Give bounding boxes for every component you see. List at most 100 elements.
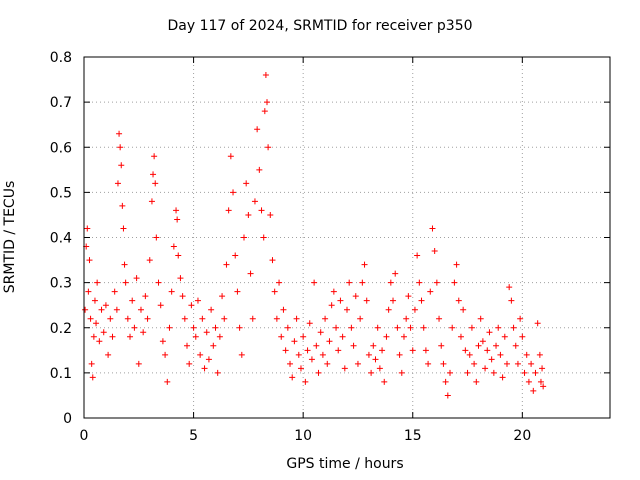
data-point <box>113 306 120 313</box>
data-point <box>155 279 162 286</box>
data-point <box>234 288 241 295</box>
data-point <box>297 365 304 372</box>
data-point <box>265 144 272 151</box>
data-point <box>287 360 294 367</box>
data-point <box>142 293 149 300</box>
data-point <box>486 329 493 336</box>
data-point <box>114 180 121 187</box>
data-point <box>519 333 526 340</box>
data-point <box>344 306 350 313</box>
data-point <box>411 306 418 313</box>
data-point <box>88 360 95 367</box>
data-point <box>354 360 361 367</box>
data-point <box>352 293 359 300</box>
y-tick-label: 0.8 <box>50 50 72 66</box>
data-point <box>490 369 497 376</box>
y-tick-label: 0.3 <box>50 276 72 292</box>
data-point <box>510 324 517 331</box>
data-point <box>484 347 491 354</box>
data-point <box>84 225 91 232</box>
data-point <box>407 324 414 331</box>
data-point <box>442 378 449 385</box>
data-point <box>447 369 454 376</box>
y-tick-label: 0.7 <box>50 95 72 111</box>
data-point <box>425 360 432 367</box>
data-point <box>118 162 125 169</box>
data-point <box>300 333 307 340</box>
data-point <box>177 275 184 282</box>
data-point <box>479 338 486 345</box>
data-point <box>205 356 212 363</box>
data-point <box>335 347 342 354</box>
data-point <box>420 324 427 331</box>
data-point <box>453 261 460 268</box>
data-point <box>464 369 471 376</box>
data-point <box>422 347 429 354</box>
data-point <box>153 234 160 241</box>
data-point <box>381 378 388 385</box>
data-point <box>396 351 403 358</box>
data-point <box>304 347 311 354</box>
data-point <box>333 324 340 331</box>
x-tick-label: 15 <box>404 428 422 444</box>
data-point <box>150 171 157 178</box>
data-point <box>212 324 219 331</box>
data-point <box>96 338 103 345</box>
data-point <box>86 257 93 264</box>
data-point <box>129 297 136 304</box>
data-point <box>188 302 195 309</box>
data-point <box>387 279 394 286</box>
x-tick-label: 5 <box>189 428 198 444</box>
data-point <box>390 297 397 304</box>
data-point <box>174 216 181 223</box>
data-point <box>536 351 543 358</box>
data-point <box>493 342 500 349</box>
data-point <box>379 347 386 354</box>
data-point <box>521 369 528 376</box>
data-point <box>455 297 462 304</box>
data-point <box>214 369 221 376</box>
data-point <box>438 342 445 349</box>
data-point <box>444 392 451 399</box>
data-point <box>363 297 370 304</box>
data-point <box>111 288 118 295</box>
data-point <box>322 315 329 322</box>
y-tick-label: 0.5 <box>50 185 72 201</box>
data-point <box>221 315 228 322</box>
data-point <box>94 279 101 286</box>
x-tick-label: 10 <box>294 428 312 444</box>
y-axis-label: SRMTID / TECUs <box>2 180 18 294</box>
data-point <box>164 378 171 385</box>
data-point <box>315 369 322 376</box>
data-point <box>337 297 344 304</box>
data-point <box>497 351 504 358</box>
data-point <box>311 279 318 286</box>
data-point <box>517 315 524 322</box>
data-point <box>302 378 309 385</box>
data-point <box>501 333 508 340</box>
data-point <box>254 126 261 133</box>
data-point <box>273 315 280 322</box>
data-point <box>370 342 377 349</box>
data-point <box>475 342 482 349</box>
data-point <box>260 234 267 241</box>
data-point <box>247 270 254 277</box>
data-point <box>357 315 364 322</box>
data-point <box>117 144 124 151</box>
data-point <box>372 356 379 363</box>
data-point <box>127 333 134 340</box>
data-point <box>93 320 100 327</box>
data-point <box>98 306 105 313</box>
data-point <box>350 342 357 349</box>
data-point <box>540 383 547 390</box>
y-tick-label: 0 <box>63 411 72 427</box>
data-point <box>199 315 206 322</box>
data-point <box>506 284 513 291</box>
data-point <box>210 342 217 349</box>
data-point <box>306 320 313 327</box>
chart-grid <box>84 57 610 418</box>
data-point <box>539 365 546 372</box>
data-point <box>157 302 164 309</box>
data-point <box>457 333 464 340</box>
data-point <box>436 315 443 322</box>
